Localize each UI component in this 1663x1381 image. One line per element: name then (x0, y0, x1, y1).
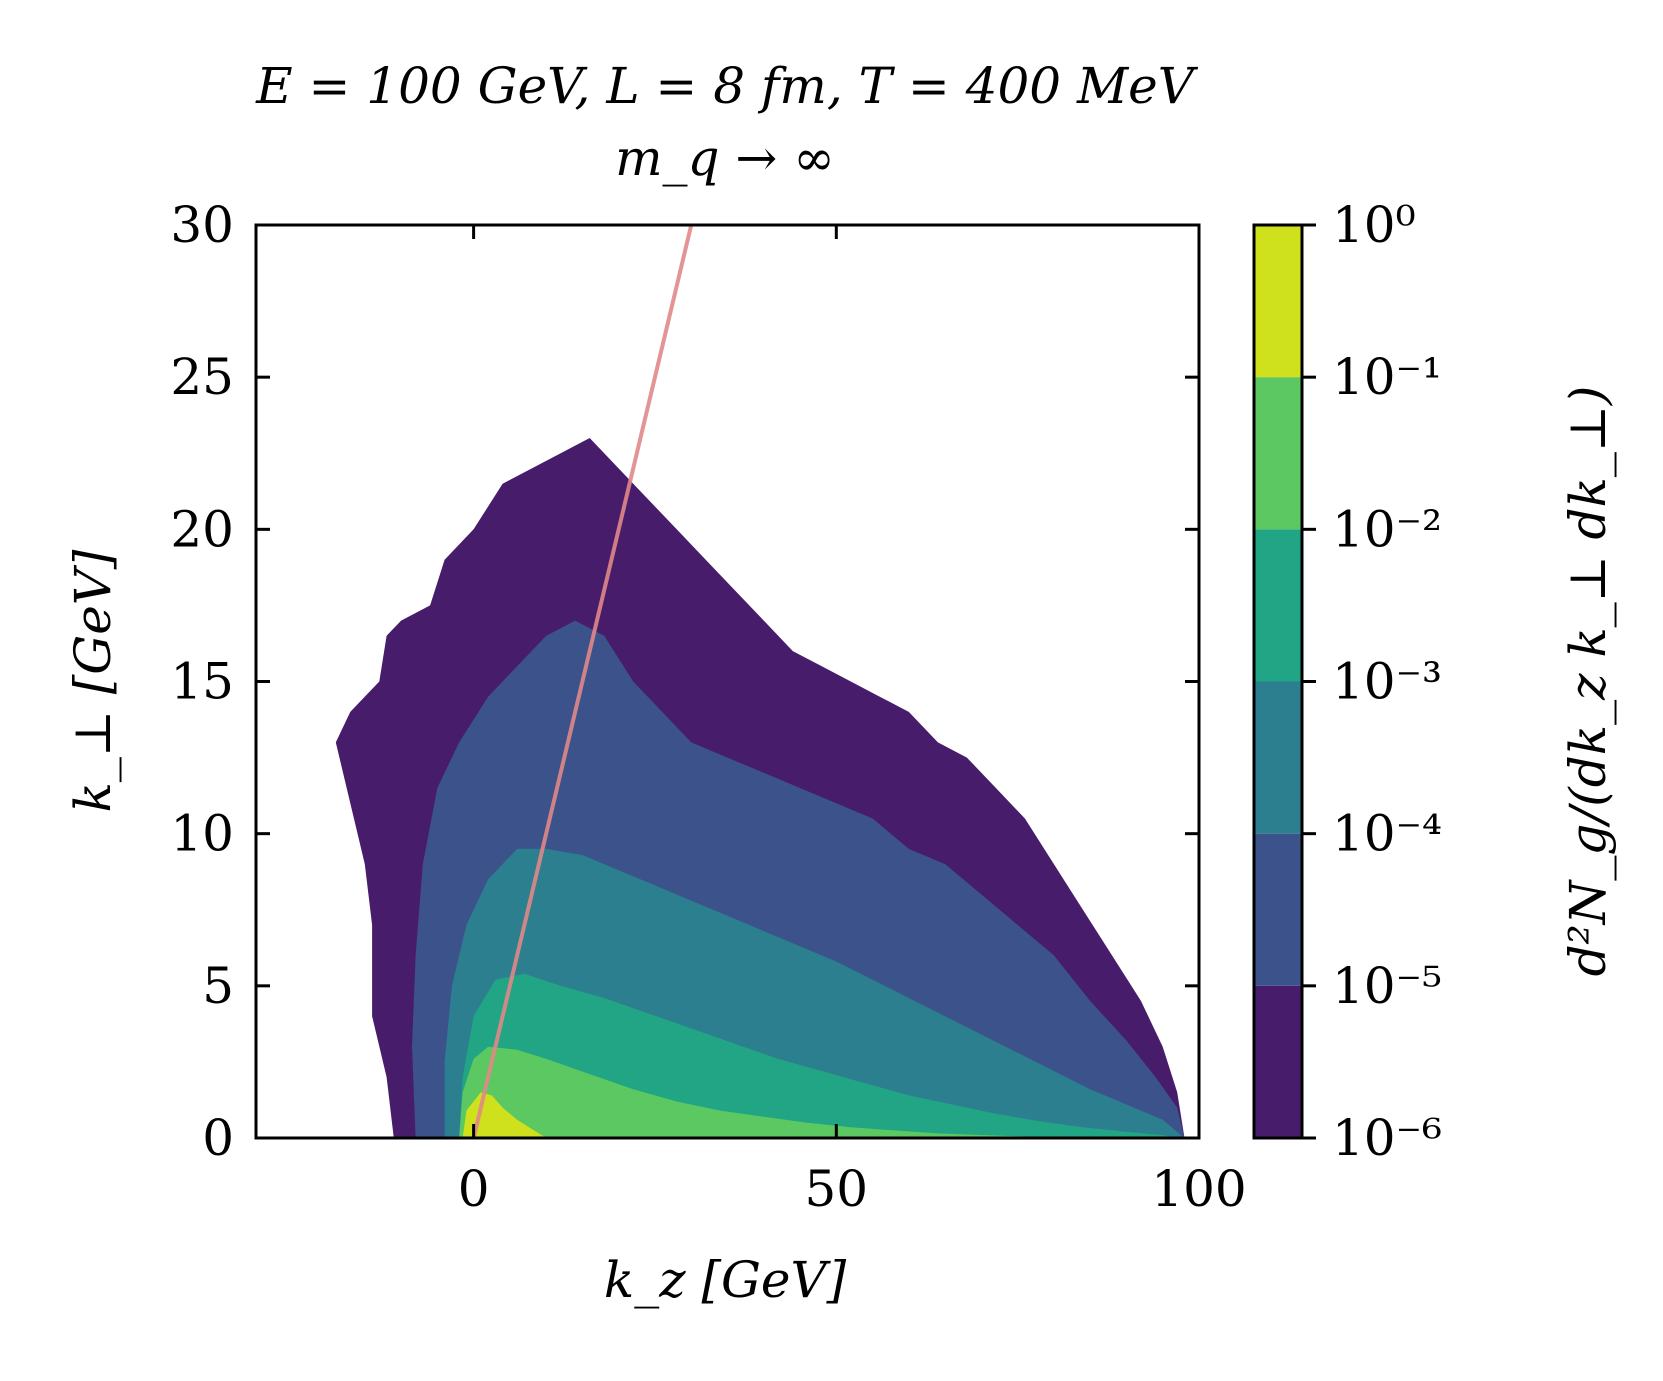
contour-layers (335, 438, 1185, 1138)
colorbar-bands (1254, 225, 1302, 1138)
x-tick-label: 0 (458, 1160, 490, 1218)
x-axis-ticks: 0 50 100 (458, 225, 1247, 1218)
x-tick-label: 100 (1151, 1160, 1246, 1218)
colorbar-tick-label: 10⁻¹ (1332, 348, 1442, 406)
guide-line-group (471, 225, 694, 1138)
colorbar-label: d²N_g/(dk_z k_⊥ dk_⊥) (1559, 386, 1617, 977)
colorbar-band-6 (1254, 225, 1302, 378)
colorbar-band-1 (1254, 985, 1302, 1138)
y-tick-label: 15 (170, 653, 234, 711)
y-tick-label: 10 (170, 805, 234, 863)
colorbar-tick-label: 10⁻⁴ (1332, 805, 1442, 863)
colorbar-tick-label: 10⁻² (1332, 500, 1442, 558)
colorbar-ticks: 10⁻⁶ 10⁻⁵ 10⁻⁴ 10⁻³ 10⁻² 10⁻¹ 10⁰ (1302, 196, 1442, 1167)
guide-line (471, 225, 694, 1138)
colorbar: 10⁻⁶ 10⁻⁵ 10⁻⁴ 10⁻³ 10⁻² 10⁻¹ 10⁰ (1252, 196, 1442, 1167)
y-tick-label: 25 (170, 348, 234, 406)
x-tick-label: 50 (804, 1160, 868, 1218)
y-axis-ticks: 0 5 10 15 20 25 30 (170, 196, 1199, 1167)
chart-title-line2: m_q → ∞ (615, 129, 835, 187)
colorbar-tick-label: 10⁰ (1332, 196, 1416, 254)
x-axis-label: k_z [GeV] (604, 1251, 847, 1309)
colorbar-band-5 (1254, 377, 1302, 530)
colorbar-band-2 (1254, 833, 1302, 986)
plot-area: 0 50 100 0 5 10 15 20 25 30 (170, 196, 1246, 1218)
colorbar-band-3 (1254, 681, 1302, 834)
y-axis-label: k_⊥ [GeV] (64, 549, 122, 812)
y-tick-label: 0 (202, 1109, 234, 1167)
contour-region-5 (459, 1046, 1054, 1138)
y-tick-label: 5 (202, 957, 234, 1015)
colorbar-tick-label: 10⁻⁶ (1332, 1109, 1442, 1167)
y-tick-label: 20 (170, 500, 234, 558)
colorbar-tick-label: 10⁻⁵ (1332, 957, 1442, 1015)
y-tick-label: 30 (170, 196, 234, 254)
chart-title-line1: E = 100 GeV, L = 8 fm, T = 400 MeV (255, 57, 1199, 115)
colorbar-tick-label: 10⁻³ (1332, 653, 1442, 711)
colorbar-band-4 (1254, 529, 1302, 682)
